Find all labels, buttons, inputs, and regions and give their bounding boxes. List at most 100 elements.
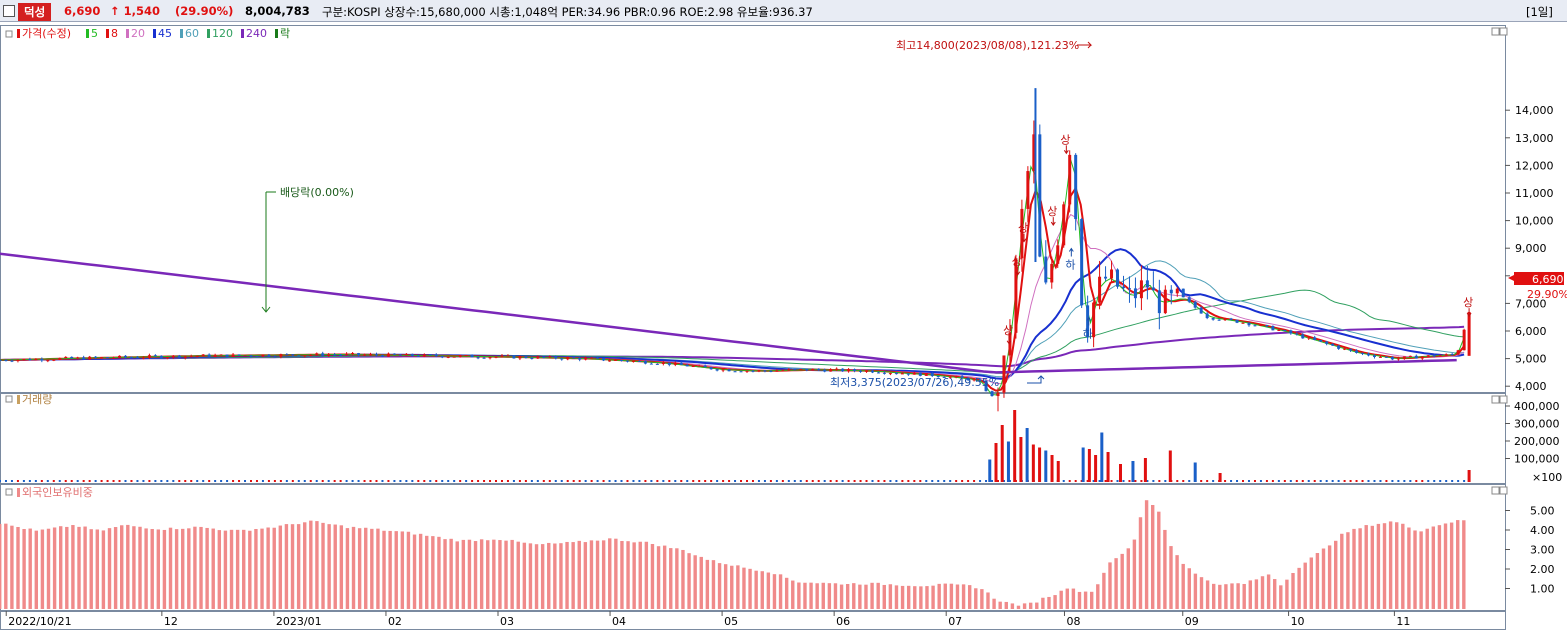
- candle-body: [960, 376, 964, 378]
- foreign-bar: [40, 529, 45, 609]
- candle-body: [1062, 204, 1066, 246]
- ma-legend-label: 120: [212, 27, 233, 40]
- volume-bar: [680, 480, 683, 482]
- candle-body: [679, 362, 683, 365]
- foreign-bar: [22, 528, 26, 609]
- candle-body: [1361, 352, 1365, 354]
- foreign-bar: [278, 525, 283, 609]
- foreign-bar: [370, 528, 374, 609]
- volume-bar: [82, 480, 85, 482]
- foreign-bar: [845, 584, 850, 609]
- candle-body: [1432, 355, 1436, 357]
- foreign-bar: [1236, 583, 1240, 609]
- candle-body: [22, 358, 26, 360]
- foreign-bar: [559, 543, 563, 609]
- candle-body: [1205, 313, 1209, 319]
- foreign-bar: [254, 528, 258, 609]
- candle-body: [1349, 348, 1353, 351]
- foreign-bar: [797, 582, 801, 609]
- volume-swatch: [17, 395, 20, 404]
- foreign-bar: [309, 520, 313, 609]
- candle-body: [763, 370, 767, 372]
- candle-body: [1068, 154, 1072, 205]
- volume-bar: [506, 480, 509, 482]
- volume-bar: [142, 480, 145, 482]
- candle-body: [614, 359, 618, 361]
- candle-body: [1139, 280, 1143, 299]
- price-panel[interactable]: [0, 88, 1471, 412]
- low-annotation: 최저3,375(2023/07/26),49.55%: [830, 376, 999, 389]
- foreign-ownership-panel[interactable]: [0, 500, 1466, 609]
- foreign-bar: [595, 540, 600, 609]
- foreign-bar: [1334, 540, 1338, 609]
- foreign-bar: [211, 528, 215, 609]
- volume-bar: [1301, 480, 1304, 482]
- candle-body: [1456, 350, 1460, 355]
- volume-bar: [925, 480, 928, 482]
- candle-body: [213, 355, 217, 357]
- volume-bar: [351, 480, 354, 482]
- panel-toggle-icon[interactable]: [5, 30, 13, 38]
- candle-body: [315, 353, 319, 355]
- panel-toggle-icon[interactable]: [5, 395, 13, 403]
- candle-body: [279, 354, 283, 357]
- volume-bar: [202, 480, 205, 482]
- candle-body: [661, 362, 665, 364]
- foreign-bar: [418, 533, 423, 609]
- volume-bar: [512, 480, 515, 482]
- volume-bar: [931, 480, 934, 482]
- volume-bar: [769, 480, 772, 482]
- foreign-bar: [1419, 531, 1423, 609]
- panel-border: [0, 393, 1506, 484]
- candle-body: [147, 355, 151, 358]
- candle-body: [1277, 329, 1281, 331]
- checkbox[interactable]: [3, 5, 15, 17]
- volume-bar: [1283, 480, 1286, 482]
- foreign-bar: [1303, 562, 1307, 609]
- candle-body: [1098, 276, 1102, 303]
- foreign-bar: [687, 553, 691, 609]
- volume-bar: [279, 480, 282, 482]
- volume-bar: [847, 480, 850, 482]
- candle-body: [530, 358, 534, 360]
- panel-toggle-icon[interactable]: [5, 488, 13, 496]
- candle-body: [267, 354, 271, 357]
- foreign-bar: [1443, 523, 1448, 609]
- foreign-tick-label: 2.00: [1530, 563, 1555, 576]
- candle-body: [954, 376, 958, 378]
- volume-bar: [692, 480, 695, 482]
- stock-name[interactable]: 덕성: [18, 3, 52, 21]
- foreign-bar: [345, 528, 350, 609]
- candle-body: [1343, 348, 1347, 350]
- foreign-bar: [101, 530, 106, 609]
- foreign-legend-label: 외국인보유비중: [22, 486, 93, 499]
- price-tag-label: 6,690: [1532, 273, 1564, 286]
- ma-legend-label: 60: [185, 27, 199, 40]
- volume-bar: [441, 480, 444, 482]
- foreign-bar: [955, 584, 960, 609]
- foreign-bar: [1089, 591, 1094, 609]
- candle-body: [882, 372, 886, 374]
- candle-body: [339, 354, 343, 356]
- date-tick-label: 11: [1396, 615, 1410, 628]
- volume-panel[interactable]: [0, 410, 1471, 482]
- ex-legend-label: 락: [280, 27, 290, 40]
- candle-body: [1313, 337, 1317, 340]
- foreign-bar: [1388, 521, 1393, 609]
- candle-body: [58, 358, 62, 360]
- candle-body: [141, 357, 145, 359]
- period-selector[interactable]: [1일]: [1526, 5, 1553, 19]
- limit-up-arrow-icon: [1015, 266, 1021, 276]
- candle-body: [16, 359, 20, 362]
- candle-body: [799, 369, 803, 371]
- volume-bar: [746, 480, 748, 482]
- foreign-bar: [1266, 574, 1271, 609]
- volume-bar: [1131, 461, 1135, 482]
- candle-body: [46, 360, 50, 362]
- foreign-bar: [1108, 562, 1112, 609]
- volume-bar: [644, 480, 647, 482]
- volume-bar: [1212, 480, 1215, 482]
- volume-bar: [979, 480, 982, 482]
